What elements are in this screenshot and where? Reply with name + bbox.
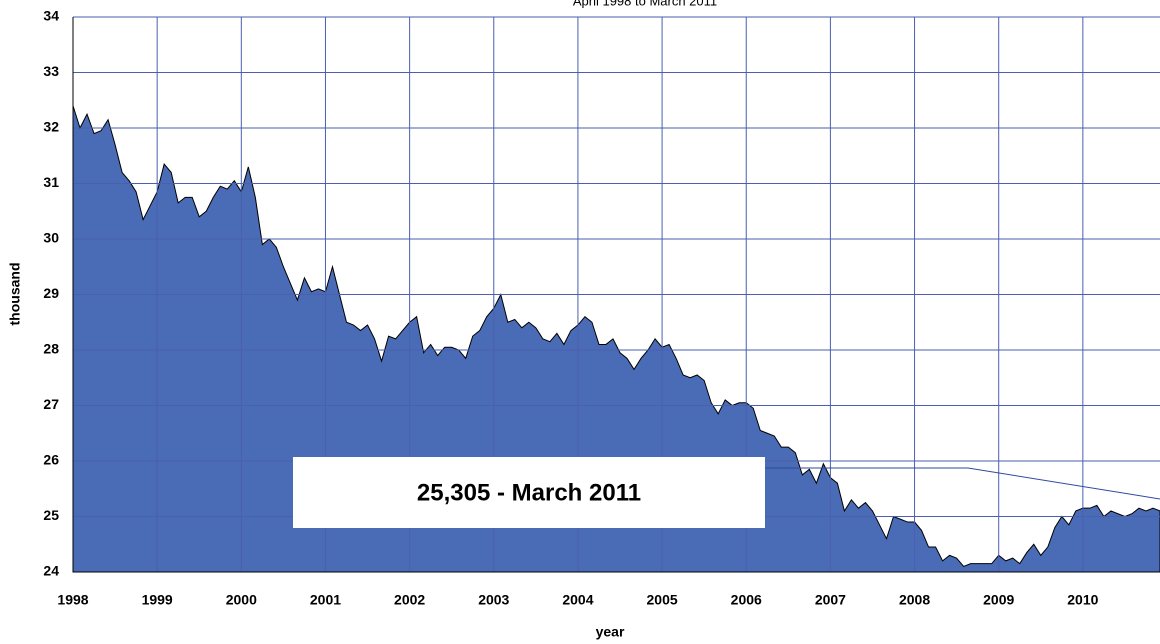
y-tick-label: 24 [43, 563, 59, 579]
annotation-box [293, 457, 765, 528]
x-tick-label: 2002 [394, 592, 425, 608]
x-tick-label: 2010 [1067, 592, 1098, 608]
x-tick-label: 1998 [57, 592, 88, 608]
x-tick-label: 2001 [310, 592, 341, 608]
y-tick-label: 33 [43, 63, 59, 79]
annotation: 25,305 - March 2011 [417, 479, 641, 506]
x-tick-label: 2005 [647, 592, 678, 608]
y-tick-label: 34 [43, 8, 59, 24]
plot-area [72, 16, 1160, 573]
y-tick-label: 25 [43, 507, 59, 523]
y-tick-label: 27 [43, 396, 59, 412]
x-tick-label: 2003 [478, 592, 509, 608]
area [72, 105, 1160, 573]
y-tick-label: 32 [43, 119, 59, 135]
x-tick-label: 2000 [226, 592, 257, 608]
x-tick-label: 2006 [731, 592, 762, 608]
chart-subtitle: April 1998 to March 2011 [573, 0, 717, 8]
y-tick-label: 30 [43, 230, 59, 246]
x-tick-label: 1999 [142, 592, 173, 608]
y-tick-label: 31 [43, 174, 59, 190]
x-tick-label: 2007 [815, 592, 846, 608]
y-tick-label: 28 [43, 341, 59, 357]
y-axis-label: thousand [7, 263, 23, 326]
y-tick-label: 29 [43, 285, 59, 301]
x-tick-label: 2008 [899, 592, 930, 608]
x-axis-label: year [596, 624, 625, 640]
x-tick-label: 2004 [562, 592, 593, 608]
x-tick-label: 2009 [983, 592, 1014, 608]
y-tick-label: 26 [43, 452, 59, 468]
leader-line [765, 467, 1160, 500]
